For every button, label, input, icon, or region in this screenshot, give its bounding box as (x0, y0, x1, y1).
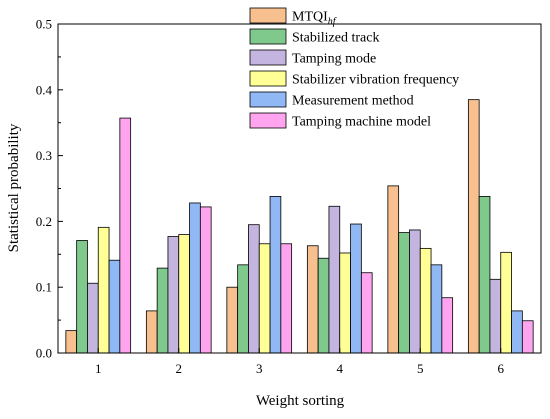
x-tick-label-3: 3 (256, 361, 263, 376)
x-axis-title: Weight sorting (256, 393, 345, 409)
y-tick-label-0.2: 0.2 (36, 214, 52, 229)
bar-2-cat-3 (237, 264, 249, 354)
legend-label-2: Stabilized track (292, 31, 379, 46)
bar-3-cat-4 (328, 205, 341, 354)
bar-3-cat-3 (248, 224, 260, 354)
legend-label-6: Tamping machine model (292, 115, 431, 130)
legend-label-3: Tamping mode (292, 52, 376, 67)
bar-4-cat-2 (178, 234, 190, 354)
bar-2-cat-6 (478, 195, 491, 354)
bar-4-cat-4 (339, 252, 351, 354)
bar-6-cat-6 (521, 320, 534, 354)
legend-label-5: Measurement method (292, 94, 414, 109)
bar-6-cat-1 (119, 117, 132, 354)
bar-5-cat-4 (350, 223, 362, 354)
bar-6-cat-5 (441, 297, 454, 354)
bars-layer (65, 99, 534, 354)
bar-4-cat-3 (258, 243, 271, 354)
legend-swatch-1 (249, 7, 287, 24)
legend-swatch-2 (249, 28, 287, 45)
y-tick-label-0.3: 0.3 (36, 148, 52, 163)
bar-2-cat-2 (156, 267, 169, 354)
bar-6-cat-2 (199, 206, 212, 354)
bar-4-cat-5 (419, 247, 432, 354)
bar-3-cat-1 (87, 282, 99, 354)
bar-3-cat-5 (409, 229, 421, 354)
bar-6-cat-3 (280, 243, 293, 354)
bar-2-cat-4 (317, 257, 330, 354)
x-tick-label-4: 4 (337, 361, 344, 376)
bar-4-cat-6 (500, 251, 512, 354)
bar-1-cat-3 (226, 286, 239, 354)
y-tick-label-0.4: 0.4 (36, 82, 53, 97)
legend-swatch-5 (249, 91, 287, 108)
bar-5-cat-5 (430, 264, 443, 354)
bar-4-cat-1 (97, 226, 110, 354)
y-tick-label-0.5: 0.5 (36, 17, 52, 32)
legend-swatch-4 (249, 70, 287, 87)
bar-1-cat-2 (145, 310, 158, 354)
legend: MTQIhf Stabilized track Tamping mode Stabil… (249, 7, 459, 130)
y-tick-label-0.1: 0.1 (36, 280, 52, 295)
bar-5-cat-3 (269, 195, 282, 354)
bar-1-cat-6 (467, 99, 480, 354)
bar-1-cat-5 (387, 185, 400, 354)
bar-2-cat-1 (76, 240, 88, 354)
y-axis-title: Statistical probability (6, 123, 22, 252)
bar-3-cat-2 (167, 236, 180, 354)
legend-label-4: Stabilizer vibration frequency (292, 73, 459, 88)
bar-3-cat-6 (489, 278, 502, 354)
bar-5-cat-1 (108, 259, 121, 354)
bar-1-cat-1 (65, 330, 78, 354)
legend-swatch-6 (249, 112, 287, 129)
x-tick-label-5: 5 (417, 361, 424, 376)
axes-layer: 0.0 0.1 0.2 0.3 0.4 0.5 1 2 3 4 5 6 (36, 17, 542, 376)
x-tick-label-6: 6 (498, 361, 505, 376)
bar-6-cat-4 (360, 272, 373, 354)
bar-5-cat-6 (511, 310, 523, 354)
legend-label-1: MTQIhf (292, 10, 337, 28)
legend-swatch-3 (249, 49, 287, 66)
x-tick-label-1: 1 (95, 361, 102, 376)
x-tick-label-2: 2 (176, 361, 183, 376)
bar-2-cat-5 (398, 232, 410, 354)
bar-1-cat-4 (306, 245, 319, 354)
y-tick-label-0.0: 0.0 (36, 346, 52, 361)
bar-5-cat-2 (189, 202, 201, 354)
